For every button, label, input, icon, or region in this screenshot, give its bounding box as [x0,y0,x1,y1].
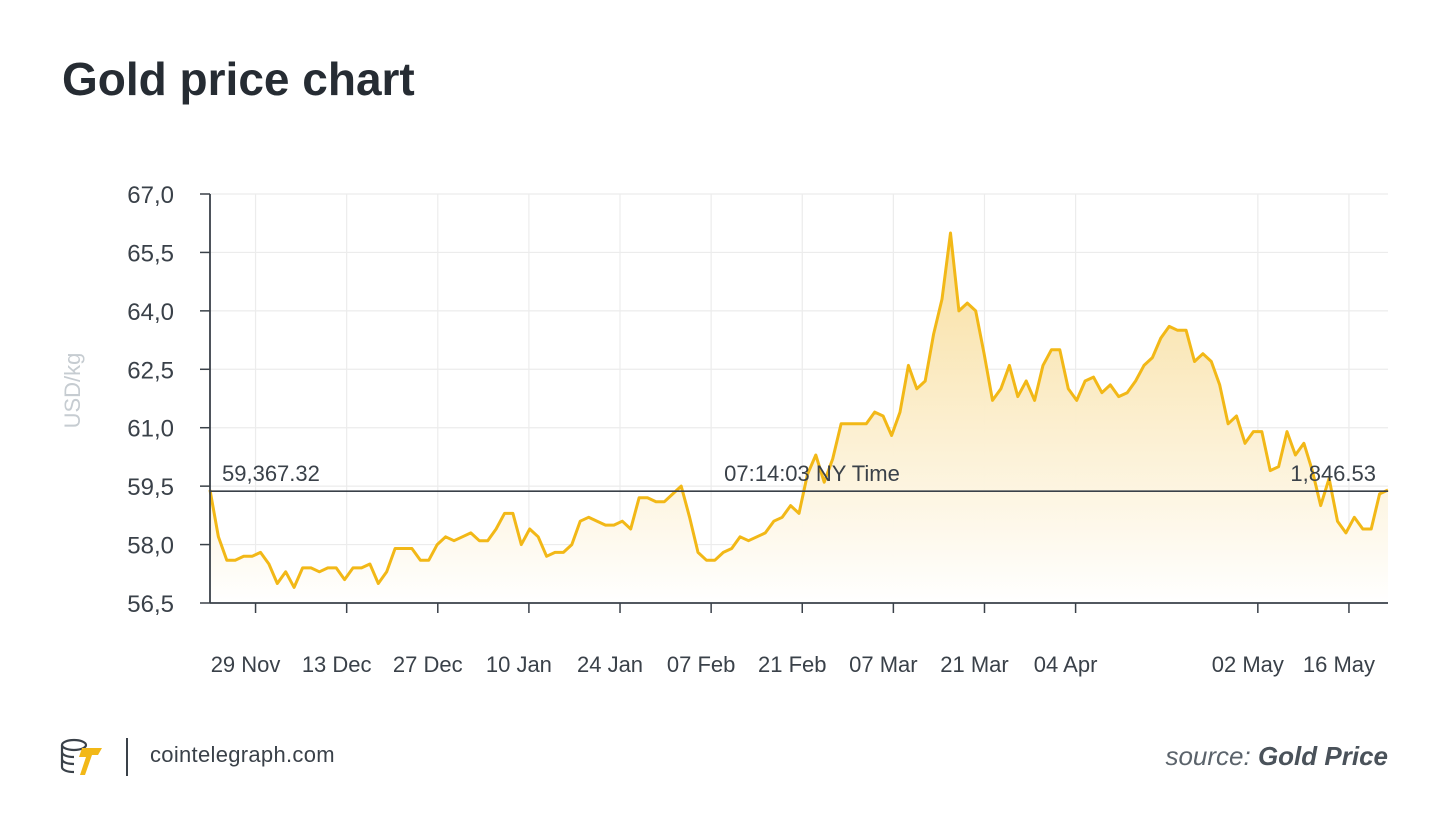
source-prefix: source: [1165,741,1251,771]
y-tick-label: 67,0 [127,182,174,209]
x-tick-label: 21 Mar [940,652,1008,677]
cointelegraph-logo-icon [60,738,102,775]
y-tick-label: 65,5 [127,240,174,267]
y-axis-label: USD/kg [60,353,85,429]
y-tick-label: 61,0 [127,416,174,443]
source-credit: source: Gold Price [1165,741,1388,772]
reference-right-label: 1,846.53 [1290,461,1376,486]
y-tick-label: 59,5 [127,474,174,501]
page-title: Gold price chart [62,53,415,105]
x-tick-label: 04 Apr [1034,652,1098,677]
x-tick-label: 16 May [1303,652,1375,677]
x-tick-label: 07 Mar [849,652,917,677]
x-tick-label: 07 Feb [667,652,736,677]
y-tick-label: 56,5 [127,591,174,618]
reference-line-group: 59,367.32 07:14:03 NY Time 1,846.53 [210,461,1388,493]
y-tick-label: 62,5 [127,357,174,384]
x-tick-label: 02 May [1212,652,1284,677]
x-tick-label: 13 Dec [302,652,372,677]
source-name: Gold Price [1257,741,1388,771]
reference-time-label: 07:14:03 NY Time [724,461,900,486]
x-tick-label: 27 Dec [393,652,463,677]
price-line [208,231,1389,589]
x-tick-label: 10 Jan [486,652,552,677]
x-tick-label: 29 Nov [211,652,281,677]
footer-divider [126,738,128,776]
y-tick-label: 58,0 [127,533,174,560]
price-area [210,233,1388,603]
reference-left-label: 59,367.32 [222,461,320,486]
x-tick-label: 24 Jan [577,652,643,677]
footer-site-link[interactable]: cointelegraph.com [150,742,335,767]
x-tick-label: 21 Feb [758,652,827,677]
axes: 56,5 58,0 59,5 61,0 62,5 64,0 65,5 67,0 29 Nov 13… [127,182,1388,677]
y-tick-label: 64,0 [127,299,174,326]
